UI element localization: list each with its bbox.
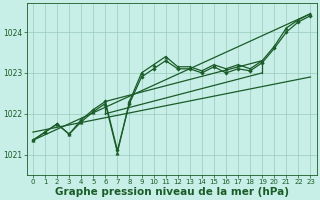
X-axis label: Graphe pression niveau de la mer (hPa): Graphe pression niveau de la mer (hPa) [55, 187, 289, 197]
